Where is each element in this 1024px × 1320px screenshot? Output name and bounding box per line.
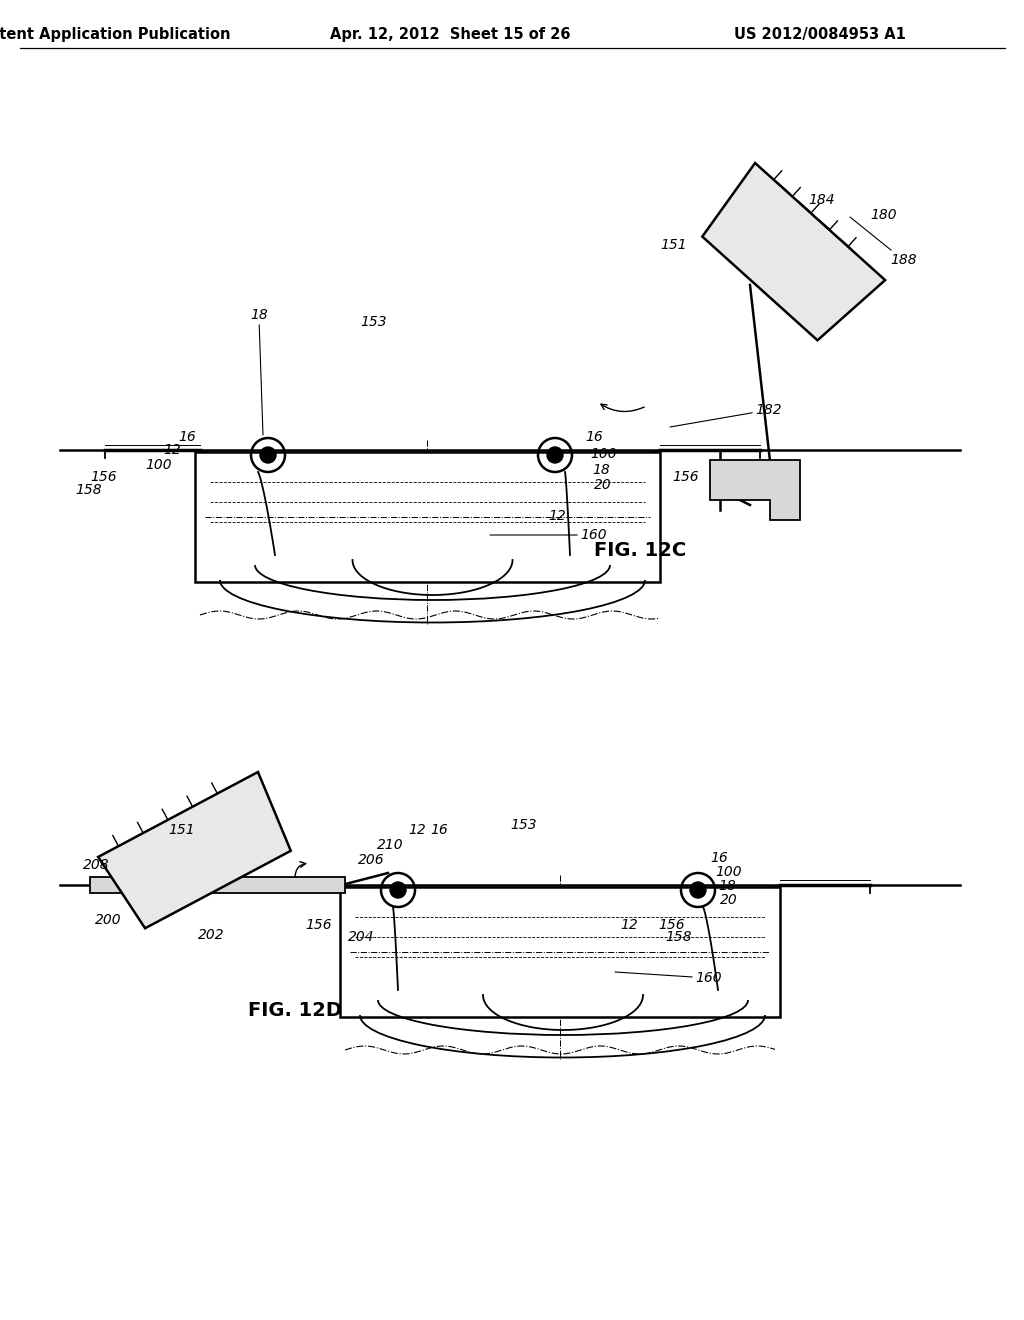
Bar	[195, 451, 660, 582]
Bar	[90, 876, 345, 894]
Text: 100: 100	[145, 458, 172, 473]
Text: Apr. 12, 2012  Sheet 15 of 26: Apr. 12, 2012 Sheet 15 of 26	[330, 28, 570, 42]
Text: FIG. 12C: FIG. 12C	[594, 540, 686, 560]
Text: 200: 200	[95, 913, 122, 927]
Text: 16: 16	[430, 822, 447, 837]
Text: 20: 20	[594, 478, 611, 492]
Text: 158: 158	[665, 931, 691, 944]
Text: 204: 204	[348, 931, 375, 944]
Text: 184: 184	[808, 193, 835, 207]
Text: 160: 160	[490, 528, 606, 543]
Text: 18: 18	[592, 463, 609, 477]
Text: 153: 153	[360, 315, 387, 329]
Text: 188: 188	[850, 216, 916, 267]
Polygon shape	[98, 772, 291, 928]
Text: 12: 12	[620, 917, 638, 932]
Text: 182: 182	[670, 403, 781, 426]
Text: 100: 100	[590, 447, 616, 461]
Text: 180: 180	[870, 209, 897, 222]
Text: 153: 153	[510, 818, 537, 832]
Text: Patent Application Publication: Patent Application Publication	[0, 28, 230, 42]
Text: 12: 12	[163, 444, 181, 457]
Text: 160: 160	[615, 972, 722, 985]
Circle shape	[547, 447, 563, 463]
Text: 16: 16	[178, 430, 196, 444]
Text: 210: 210	[377, 838, 403, 851]
Text: 16: 16	[710, 851, 728, 865]
Text: FIG. 12D: FIG. 12D	[248, 1001, 342, 1019]
Text: 16: 16	[585, 430, 603, 444]
Text: 20: 20	[720, 894, 737, 907]
Circle shape	[690, 882, 706, 898]
Text: US 2012/0084953 A1: US 2012/0084953 A1	[734, 28, 906, 42]
Text: 151: 151	[168, 822, 195, 837]
Text: 12: 12	[548, 510, 565, 523]
Text: 18: 18	[718, 879, 736, 894]
Text: 12: 12	[408, 822, 426, 837]
Text: 208: 208	[83, 858, 110, 873]
Text: 202: 202	[198, 928, 224, 942]
Text: 18: 18	[250, 308, 267, 436]
Text: 206: 206	[358, 853, 385, 867]
Text: 100: 100	[715, 865, 741, 879]
Circle shape	[260, 447, 276, 463]
Text: 156: 156	[90, 470, 117, 484]
Text: 158: 158	[75, 483, 101, 498]
Text: 156: 156	[672, 470, 698, 484]
Text: 151: 151	[660, 238, 687, 252]
Bar	[340, 887, 780, 1016]
Polygon shape	[710, 459, 800, 520]
Text: 156: 156	[658, 917, 685, 932]
Text: 156: 156	[305, 917, 332, 932]
Polygon shape	[702, 162, 885, 341]
Circle shape	[390, 882, 406, 898]
